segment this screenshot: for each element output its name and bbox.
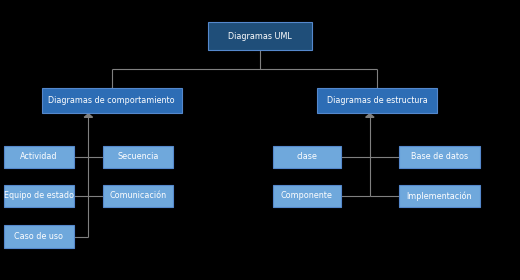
FancyBboxPatch shape bbox=[42, 88, 182, 113]
Text: Caso de uso: Caso de uso bbox=[15, 232, 63, 241]
Polygon shape bbox=[84, 114, 93, 117]
FancyBboxPatch shape bbox=[103, 146, 173, 168]
FancyBboxPatch shape bbox=[4, 225, 74, 248]
Polygon shape bbox=[373, 88, 381, 92]
FancyBboxPatch shape bbox=[4, 146, 74, 168]
Text: Equipo de estado: Equipo de estado bbox=[4, 192, 74, 200]
Text: clase: clase bbox=[296, 152, 317, 161]
FancyBboxPatch shape bbox=[208, 22, 312, 50]
Text: Diagramas UML: Diagramas UML bbox=[228, 32, 292, 41]
Text: Diagramas de estructura: Diagramas de estructura bbox=[327, 96, 427, 105]
Text: Implementación: Implementación bbox=[407, 191, 472, 201]
FancyBboxPatch shape bbox=[399, 146, 479, 168]
FancyBboxPatch shape bbox=[4, 185, 74, 207]
Text: Secuencia: Secuencia bbox=[117, 152, 159, 161]
FancyBboxPatch shape bbox=[103, 185, 173, 207]
Text: Componente: Componente bbox=[281, 192, 333, 200]
FancyBboxPatch shape bbox=[317, 88, 437, 113]
Text: Actividad: Actividad bbox=[20, 152, 58, 161]
Text: Diagramas de comportamiento: Diagramas de comportamiento bbox=[48, 96, 175, 105]
Text: Comunicación: Comunicación bbox=[109, 192, 166, 200]
FancyBboxPatch shape bbox=[273, 185, 341, 207]
Text: Base de datos: Base de datos bbox=[411, 152, 468, 161]
Polygon shape bbox=[366, 114, 374, 117]
FancyBboxPatch shape bbox=[273, 146, 341, 168]
Polygon shape bbox=[108, 88, 116, 92]
FancyBboxPatch shape bbox=[399, 185, 479, 207]
